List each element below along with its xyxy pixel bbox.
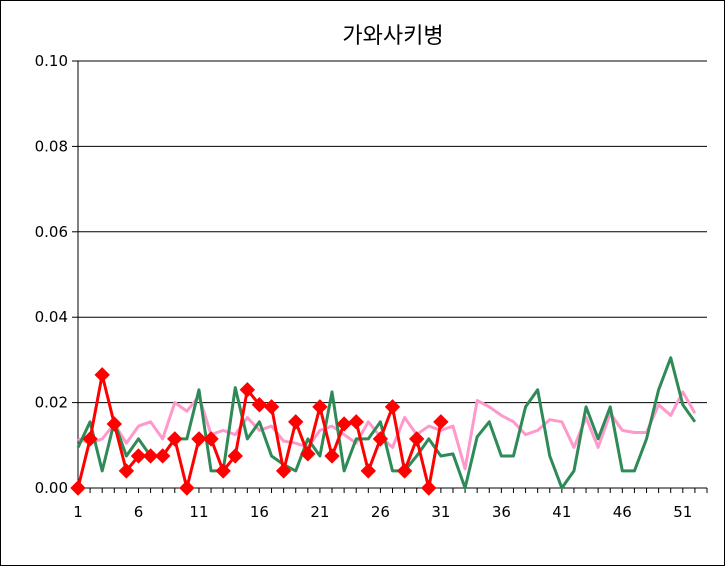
- series-3-point: [179, 480, 195, 496]
- series-3-point: [275, 463, 292, 479]
- series-3-point: [203, 431, 219, 447]
- x-tick-label: 36: [492, 503, 511, 521]
- series-3-point: [384, 399, 401, 415]
- x-tick-label: 51: [673, 503, 692, 521]
- x-tick-label: 21: [310, 503, 329, 521]
- series-3-point: [421, 480, 437, 496]
- series-3-point: [372, 431, 389, 447]
- series-3-point: [191, 431, 207, 447]
- series-3-point: [239, 382, 256, 398]
- x-tick-label: 41: [552, 503, 571, 521]
- series-3-point: [324, 448, 340, 464]
- series-group: [70, 356, 697, 496]
- series-3-point: [408, 431, 425, 447]
- series-3-point: [82, 431, 98, 447]
- series-3-point: [312, 399, 328, 415]
- x-tick-label: 6: [134, 503, 144, 521]
- series-3-point: [288, 414, 304, 430]
- y-tick-label: 0.04: [35, 308, 68, 326]
- series-3-point: [130, 448, 147, 464]
- series-3-point: [360, 463, 377, 479]
- series-3-point: [300, 446, 316, 462]
- series-3-point: [433, 414, 449, 430]
- series-3-point: [251, 397, 268, 413]
- y-axis-tick-labels: 0.00 0.02 0.04 0.06 0.08 0.10: [35, 52, 68, 497]
- x-tick-label: 11: [189, 503, 208, 521]
- y-tick-label: 0.10: [35, 52, 68, 70]
- series-3-point: [227, 448, 243, 464]
- series-3-point: [118, 463, 135, 479]
- series-3-point: [215, 463, 231, 479]
- x-tick-label: 31: [431, 503, 450, 521]
- series-3-point: [348, 414, 364, 430]
- series-3-point: [94, 367, 110, 383]
- series-3-point: [142, 448, 159, 464]
- x-tick-label: 16: [250, 503, 269, 521]
- x-tick-label: 1: [73, 503, 83, 521]
- series-3-point: [263, 399, 280, 415]
- y-tick-label: 0.06: [35, 223, 68, 241]
- x-axis-tick-labels: 1 6 11 16 21 26 31 36 41 46 51: [73, 503, 692, 521]
- y-tick-label: 0.08: [35, 137, 68, 155]
- x-tick-label: 46: [613, 503, 632, 521]
- series-3-point: [154, 448, 171, 464]
- chart-title: 가와사키병: [342, 24, 443, 49]
- y-tick-label: 0.02: [35, 394, 68, 412]
- series-3-point: [167, 431, 183, 447]
- series-3-point: [70, 480, 86, 496]
- y-tick-label: 0.00: [35, 479, 68, 497]
- gridlines: [78, 60, 707, 404]
- series-3-point: [106, 416, 122, 432]
- series-3-point: [396, 463, 413, 479]
- x-tick-label: 26: [371, 503, 390, 521]
- series-3-point: [336, 416, 352, 432]
